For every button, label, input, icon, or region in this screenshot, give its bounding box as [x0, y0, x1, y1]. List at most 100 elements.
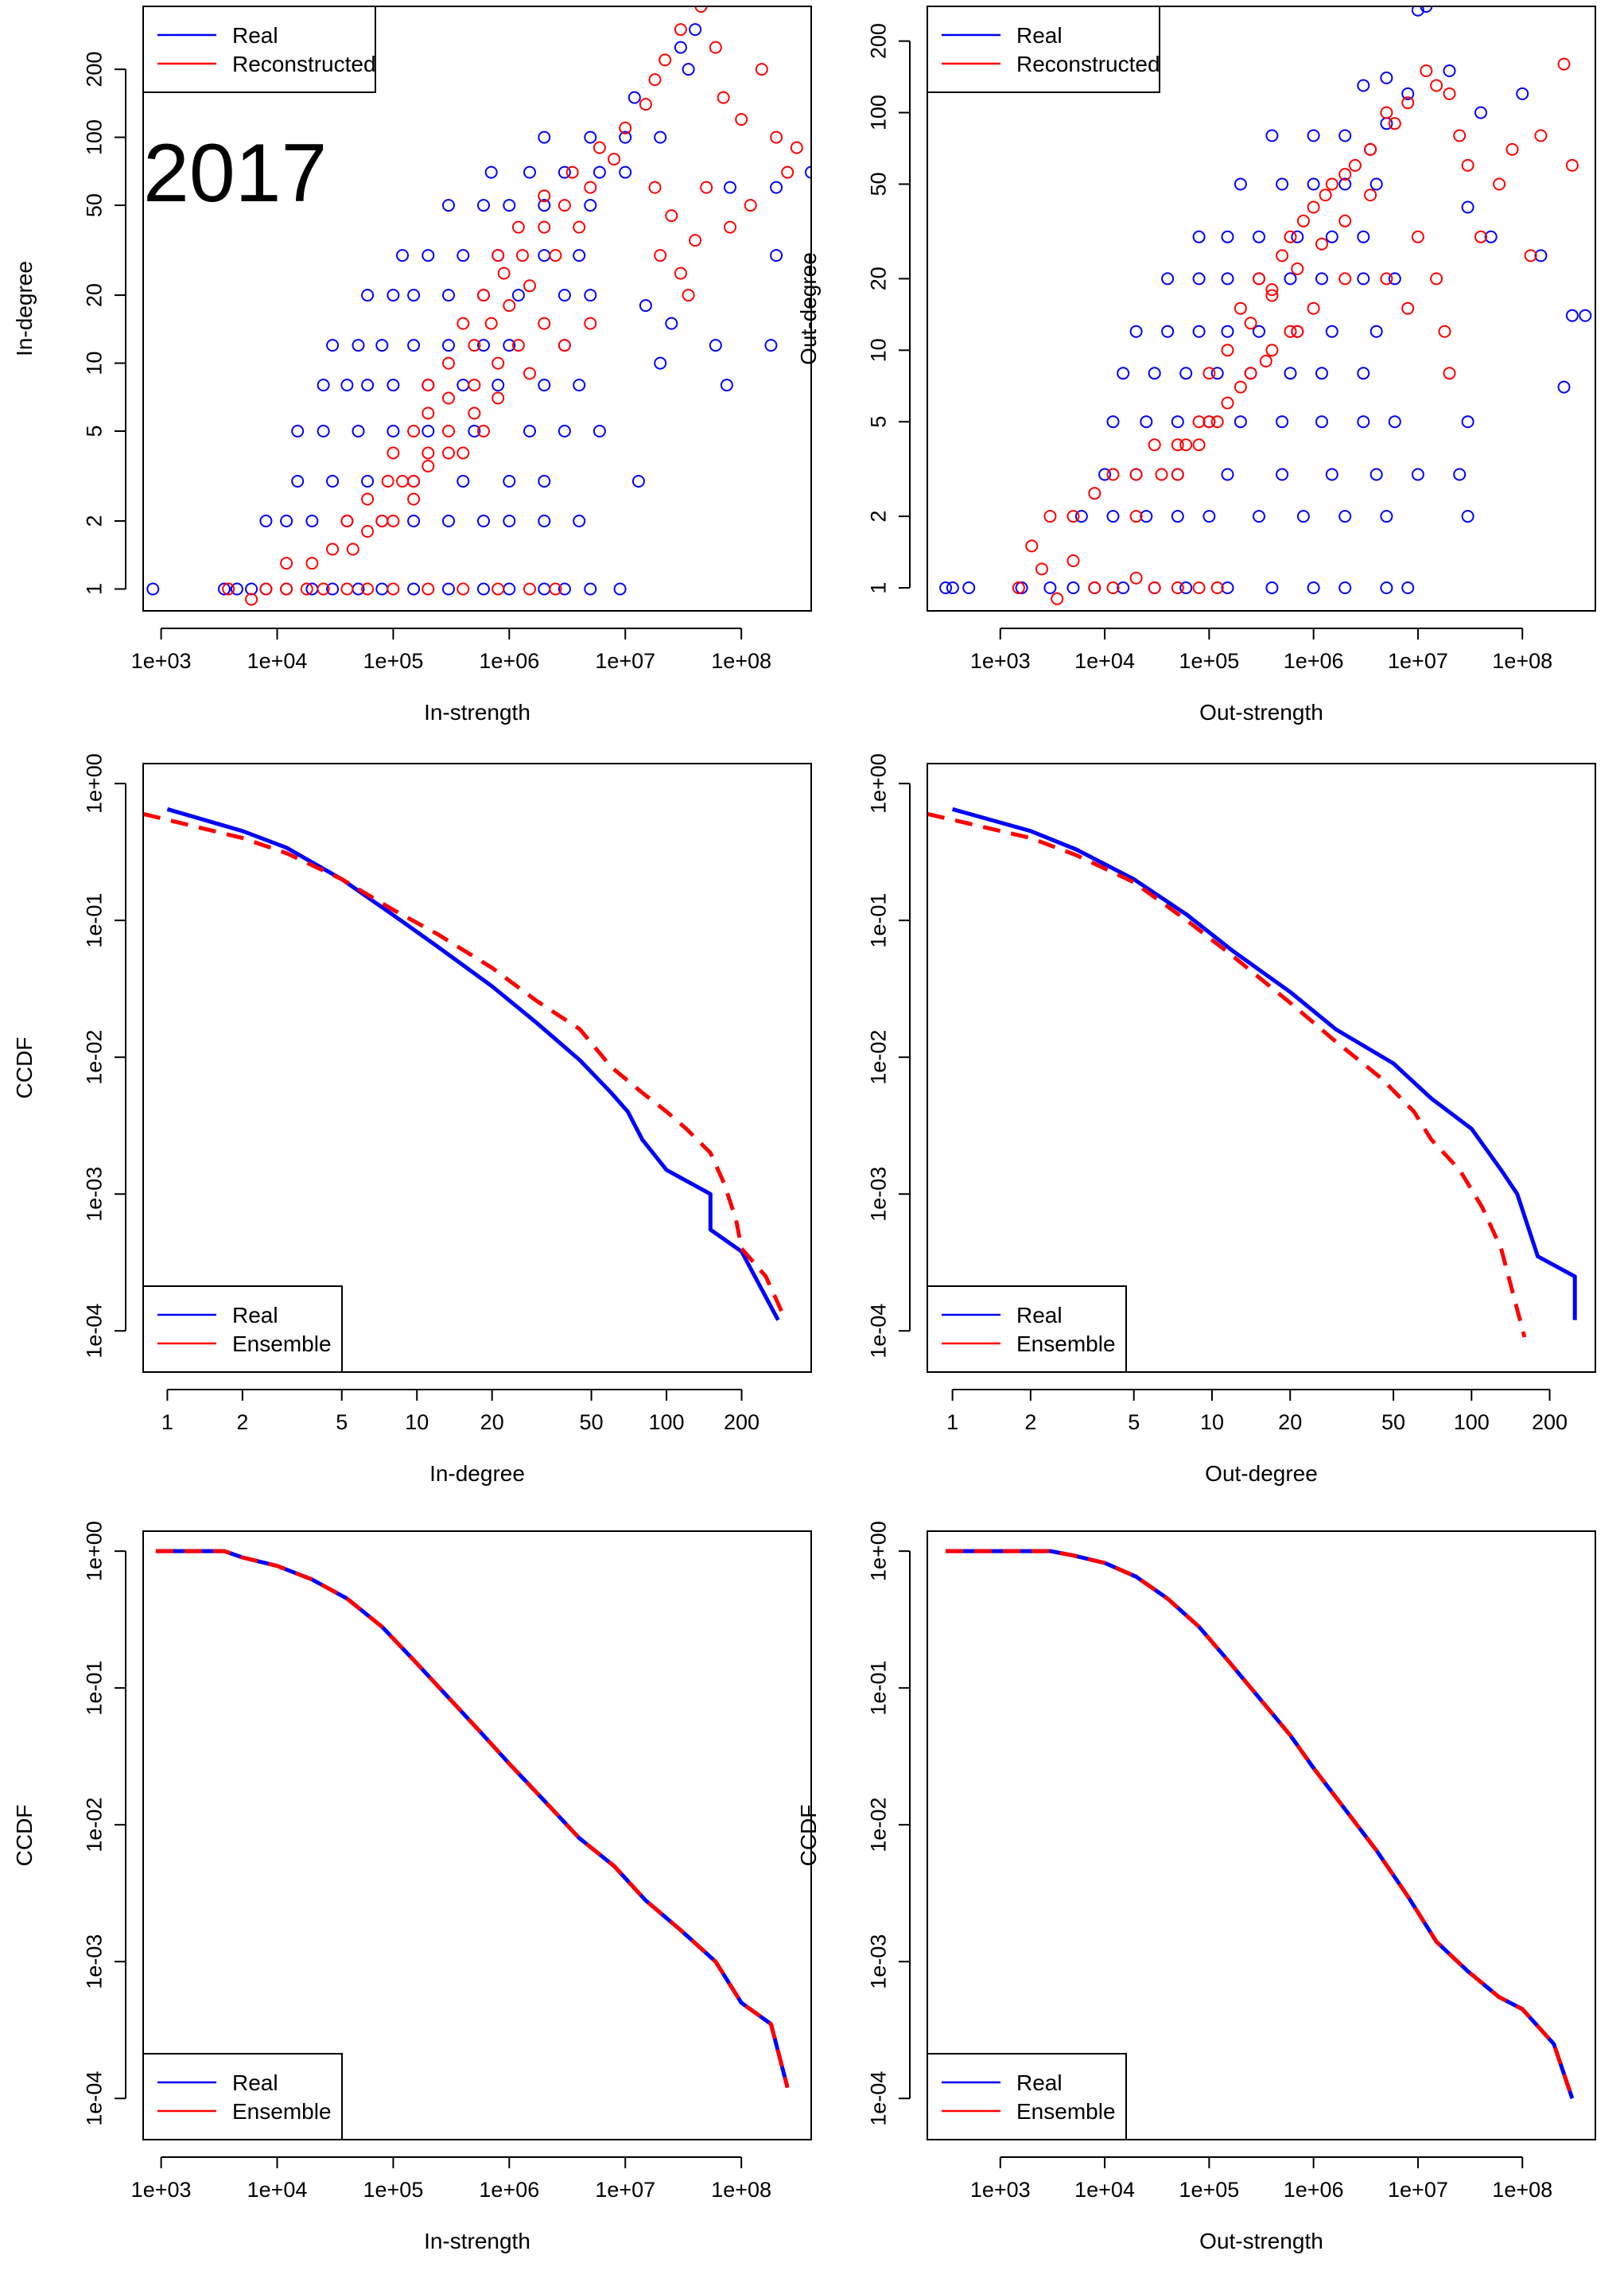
point-real [558, 165, 571, 179]
point-real [1221, 581, 1234, 594]
x-tick-label: 20 [1278, 1410, 1302, 1434]
point-real [1325, 325, 1338, 338]
point-reconstructed [538, 317, 551, 330]
chart-ccdf-outdegree: 1 2 5 10 20 50 100 200 Out-degree 1e+00 1e-01 1e-02… [866, 753, 1596, 1486]
legend-label: Real [1016, 1303, 1063, 1328]
point-real [1338, 581, 1352, 594]
point-real [584, 582, 597, 596]
point-real [1179, 367, 1193, 380]
x-tick-label: 200 [1532, 1410, 1568, 1434]
point-real [468, 425, 481, 437]
point-real [1192, 272, 1206, 286]
point-real [375, 339, 389, 352]
point-real [1291, 230, 1304, 243]
x-axis-label: Out-strength [1199, 700, 1323, 725]
point-real [665, 317, 678, 330]
point-real [1420, 6, 1433, 13]
point-real [387, 379, 400, 392]
point-reconstructed [491, 356, 505, 370]
point-reconstructed [1171, 581, 1184, 594]
point-real [477, 339, 490, 352]
point-real [1171, 415, 1184, 429]
point-reconstructed [340, 582, 354, 596]
point-real [361, 379, 375, 392]
point-real [1265, 129, 1279, 142]
point-real [1461, 415, 1474, 429]
y-tick-label: 100 [82, 119, 106, 155]
x-tick-label: 1e+07 [1388, 649, 1448, 673]
point-reconstructed [1364, 142, 1377, 156]
legend: Real Ensemble [927, 1285, 1127, 1373]
point-real [326, 582, 340, 596]
y-tick-label: 1e-02 [82, 1030, 106, 1085]
point-real [1106, 415, 1120, 429]
point-real [457, 249, 470, 262]
point-reconstructed [361, 582, 375, 596]
point-real [442, 339, 455, 352]
point-reconstructed [584, 181, 597, 194]
point-real [218, 582, 231, 596]
point-real [1129, 325, 1143, 338]
y-tick-label: 1e+00 [866, 1521, 890, 1581]
point-real [387, 425, 400, 437]
point-reconstructed [523, 279, 536, 293]
point-reconstructed [682, 289, 695, 302]
point-reconstructed [511, 220, 525, 234]
point-real [146, 582, 160, 596]
point-reconstructed [375, 515, 389, 527]
point-reconstructed [1129, 468, 1143, 481]
point-real [1579, 309, 1592, 322]
point-real [1565, 309, 1579, 322]
legend-box [142, 1285, 343, 1373]
point-real [962, 581, 976, 594]
point-real [1074, 510, 1088, 523]
point-reconstructed [709, 41, 722, 54]
plot-frame [927, 6, 1596, 612]
plot-area [939, 6, 1592, 605]
point-reconstructed [300, 582, 313, 596]
point-reconstructed [1088, 487, 1101, 500]
point-reconstructed [538, 220, 551, 234]
point-reconstructed [1192, 581, 1206, 594]
point-real [1221, 272, 1234, 286]
point-real [631, 475, 645, 488]
point-real [1276, 415, 1289, 429]
point-real [584, 130, 597, 144]
point-real [1210, 367, 1224, 380]
line-real [951, 807, 1577, 1320]
point-real [1284, 367, 1297, 380]
point-real [1557, 380, 1571, 394]
point-reconstructed [422, 379, 435, 392]
point-real [1411, 6, 1424, 17]
point-reconstructed [1443, 367, 1456, 380]
point-real [259, 515, 273, 527]
legend-label: Real [232, 2070, 278, 2095]
y-tick-label: 1e-01 [82, 1661, 106, 1716]
point-reconstructed [1420, 64, 1433, 77]
point-real [442, 515, 455, 527]
legend-box [927, 6, 1160, 93]
x-tick-label: 2 [1024, 1410, 1036, 1434]
point-reconstructed [1253, 272, 1265, 286]
point-reconstructed [491, 582, 505, 596]
plot-frame [927, 1530, 1596, 2140]
point-reconstructed [1025, 539, 1039, 553]
point-reconstructed [694, 6, 708, 13]
y-tick-label: 2 [82, 515, 106, 527]
point-reconstructed [1129, 510, 1143, 523]
point-real [1307, 581, 1320, 594]
point-reconstructed [387, 582, 400, 596]
point-real [1453, 468, 1467, 481]
point-real [538, 475, 551, 488]
point-real [1140, 415, 1153, 429]
point-real [422, 249, 435, 262]
point-reconstructed [1265, 289, 1279, 302]
point-reconstructed [491, 249, 505, 262]
point-real [1253, 230, 1265, 243]
point-reconstructed [648, 73, 662, 87]
point-real [770, 181, 783, 194]
x-tick-label: 1e+06 [479, 2178, 539, 2202]
x-tick-label: 1e+07 [595, 2178, 655, 2202]
point-reconstructed [222, 582, 235, 596]
